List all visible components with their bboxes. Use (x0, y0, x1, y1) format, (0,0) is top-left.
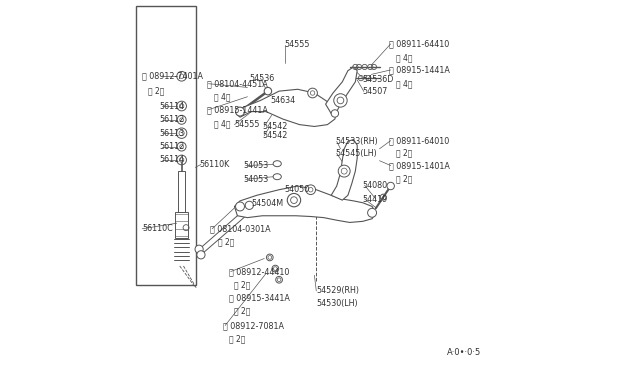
Text: 〈 2〉: 〈 2〉 (148, 87, 164, 96)
Bar (175, 212, 188, 238)
Text: 〈 4〉: 〈 4〉 (396, 53, 413, 62)
Circle shape (338, 165, 350, 177)
Text: 54542: 54542 (262, 122, 288, 131)
Circle shape (264, 87, 271, 95)
Text: Ⓝ 08912-7081A: Ⓝ 08912-7081A (223, 321, 284, 330)
Text: 〈 2〉: 〈 2〉 (229, 335, 245, 344)
Text: 54530(LH): 54530(LH) (316, 299, 358, 308)
Text: 54536D: 54536D (362, 75, 394, 84)
Text: 54529(RH): 54529(RH) (316, 286, 359, 295)
Text: 56112: 56112 (159, 142, 184, 151)
Text: 〈 2〉: 〈 2〉 (234, 306, 251, 315)
Circle shape (331, 110, 339, 117)
Text: 54050: 54050 (285, 185, 310, 194)
Circle shape (310, 91, 315, 95)
Circle shape (197, 251, 205, 259)
Text: 56114: 56114 (159, 102, 184, 110)
Ellipse shape (273, 174, 282, 180)
Polygon shape (236, 89, 337, 126)
Text: Ⓦ 08915-3441A: Ⓦ 08915-3441A (229, 293, 290, 302)
Text: 〈 2〉: 〈 2〉 (396, 174, 413, 183)
Polygon shape (234, 186, 376, 222)
Text: 54634: 54634 (270, 96, 295, 105)
Circle shape (287, 193, 301, 207)
Circle shape (337, 97, 344, 104)
Text: 〈 2〉: 〈 2〉 (218, 237, 234, 246)
Text: Ⓦ 08915-1441A: Ⓦ 08915-1441A (207, 105, 268, 114)
Text: 56112: 56112 (159, 115, 184, 124)
Text: 54504M: 54504M (251, 199, 284, 208)
Text: Ⓝ 08911-64010: Ⓝ 08911-64010 (389, 136, 449, 145)
Circle shape (367, 208, 376, 217)
Text: Ⓑ 08104-4451A: Ⓑ 08104-4451A (207, 79, 268, 88)
Text: Ⓦ 08915-1441A: Ⓦ 08915-1441A (389, 65, 450, 74)
Text: 〈 2〉: 〈 2〉 (234, 280, 251, 289)
Text: Ⓝ 08911-64410: Ⓝ 08911-64410 (389, 39, 449, 48)
Text: 56113: 56113 (159, 129, 184, 138)
Text: 54053: 54053 (244, 175, 269, 184)
Polygon shape (331, 140, 357, 200)
Circle shape (195, 245, 203, 253)
Text: 54507: 54507 (362, 87, 387, 96)
Text: 〈 4〉: 〈 4〉 (396, 79, 413, 88)
Circle shape (308, 187, 313, 192)
Circle shape (387, 182, 394, 190)
Circle shape (334, 94, 347, 107)
Text: Ⓝ 08912-44410: Ⓝ 08912-44410 (229, 267, 289, 276)
Text: A·0•·0·5: A·0•·0·5 (447, 348, 481, 357)
Text: Ⓝ 08104-0301A: Ⓝ 08104-0301A (211, 224, 271, 233)
Circle shape (236, 202, 244, 211)
Text: 54536: 54536 (250, 74, 275, 83)
Bar (178, 171, 186, 212)
Circle shape (306, 185, 316, 195)
Text: 56110K: 56110K (199, 160, 229, 169)
Circle shape (236, 107, 244, 116)
Ellipse shape (273, 161, 282, 167)
Text: 〈 4〉: 〈 4〉 (214, 119, 230, 128)
Text: 54053: 54053 (244, 161, 269, 170)
Text: 56110C: 56110C (142, 224, 173, 233)
Circle shape (245, 201, 253, 209)
Text: 54542: 54542 (262, 131, 288, 140)
Text: Ⓝ 08912-7401A: Ⓝ 08912-7401A (142, 72, 203, 81)
Text: 54533(RH): 54533(RH) (335, 137, 378, 146)
Text: Ⓦ 08915-1401A: Ⓦ 08915-1401A (389, 161, 450, 170)
Text: 54545(LH): 54545(LH) (335, 149, 376, 158)
Text: 54555: 54555 (285, 40, 310, 49)
Polygon shape (326, 67, 357, 113)
Text: 〈 4〉: 〈 4〉 (214, 92, 230, 101)
Text: 56114: 56114 (159, 155, 184, 164)
Text: 〈 2〉: 〈 2〉 (396, 149, 413, 158)
Text: 54080: 54080 (363, 181, 388, 190)
Circle shape (341, 168, 347, 174)
Text: 54419: 54419 (363, 195, 388, 203)
Bar (136, 6, 196, 285)
Text: 54555: 54555 (234, 120, 260, 129)
Circle shape (308, 88, 317, 98)
